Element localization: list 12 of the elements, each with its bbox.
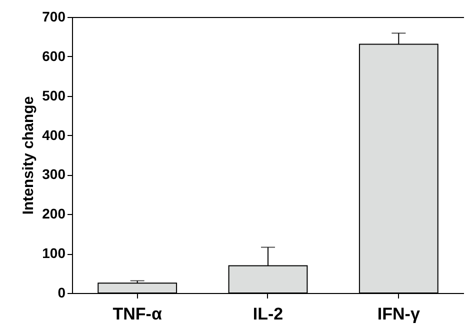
y-tick-label: 300 [42,166,66,182]
y-tick-label: 100 [42,245,66,262]
y-tick-label: 400 [42,126,66,143]
x-tick-label: TNF-α [112,304,162,324]
y-tick-label: 700 [42,8,66,24]
y-tick-label: 600 [42,48,66,64]
x-tick-label: IFN-γ [377,304,420,324]
y-tick-label: 0 [58,284,66,300]
y-tick-label: 500 [42,87,66,104]
y-tick-label: 200 [42,206,66,222]
x-tick-label: IL-2 [252,304,284,324]
y-axis-title: Intensity change [20,96,38,215]
